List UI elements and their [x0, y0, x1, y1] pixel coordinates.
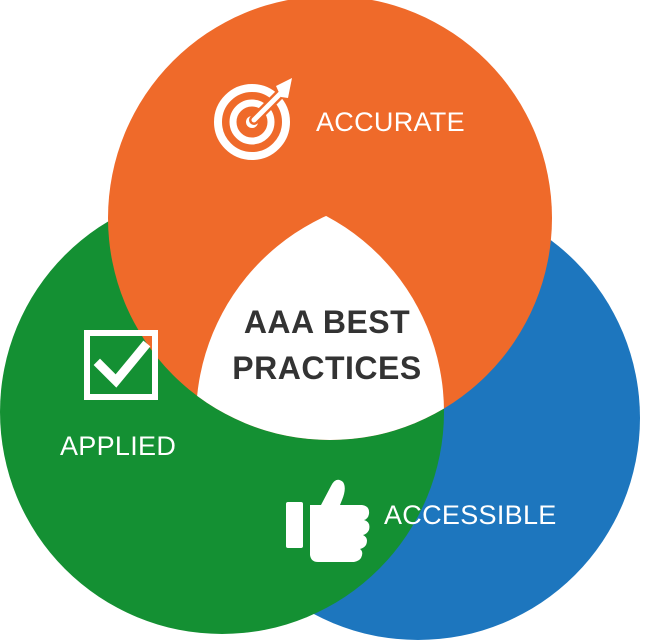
checkbox-icon — [84, 330, 158, 400]
accurate-label: ACCURATE — [316, 107, 465, 137]
center-overlap — [196, 196, 444, 440]
accessible-label: ACCESSIBLE — [384, 500, 557, 530]
center-title-line-2: PRACTICES — [232, 350, 421, 386]
applied-label: APPLIED — [60, 431, 176, 461]
center-title-line-1: AAA BEST — [244, 304, 410, 340]
target-icon — [214, 78, 292, 160]
thumbs-up-icon — [286, 479, 370, 562]
